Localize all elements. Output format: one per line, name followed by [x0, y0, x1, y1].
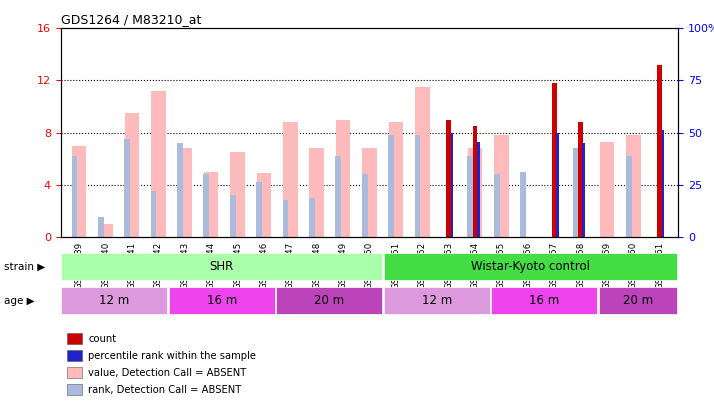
- Bar: [67, 367, 82, 378]
- Text: Wistar-Kyoto control: Wistar-Kyoto control: [471, 260, 590, 273]
- Bar: [61, 287, 167, 314]
- Bar: [468, 148, 483, 237]
- Bar: [276, 287, 382, 314]
- Bar: [151, 91, 166, 237]
- Bar: [336, 119, 351, 237]
- Text: strain ▶: strain ▶: [4, 262, 45, 271]
- Bar: [626, 135, 640, 237]
- Bar: [578, 122, 583, 237]
- Text: 16 m: 16 m: [529, 294, 559, 307]
- Text: percentile rank within the sample: percentile rank within the sample: [89, 351, 256, 361]
- Text: 12 m: 12 m: [99, 294, 129, 307]
- Bar: [151, 191, 156, 237]
- Bar: [204, 172, 218, 237]
- Bar: [256, 173, 271, 237]
- Bar: [256, 182, 262, 237]
- Bar: [468, 156, 473, 237]
- Bar: [521, 172, 526, 237]
- Text: rank, Detection Call = ABSENT: rank, Detection Call = ABSENT: [89, 385, 242, 394]
- Bar: [415, 135, 421, 237]
- Bar: [415, 87, 430, 237]
- Text: SHR: SHR: [210, 260, 234, 273]
- Bar: [178, 148, 192, 237]
- Bar: [203, 175, 209, 237]
- Bar: [625, 156, 632, 237]
- Bar: [231, 152, 245, 237]
- Bar: [67, 350, 82, 361]
- Bar: [383, 253, 678, 280]
- Bar: [583, 143, 585, 237]
- Bar: [491, 287, 597, 314]
- Bar: [177, 143, 183, 237]
- Text: count: count: [89, 334, 116, 344]
- Bar: [477, 142, 480, 237]
- Text: 20 m: 20 m: [623, 294, 653, 307]
- Bar: [283, 200, 288, 237]
- Text: age ▶: age ▶: [4, 296, 34, 306]
- Bar: [309, 148, 324, 237]
- Bar: [598, 287, 678, 314]
- Bar: [494, 135, 508, 237]
- Bar: [600, 142, 614, 237]
- Bar: [556, 133, 559, 237]
- Bar: [125, 113, 139, 237]
- Bar: [383, 287, 490, 314]
- Bar: [494, 175, 500, 237]
- Bar: [662, 130, 664, 237]
- Text: 20 m: 20 m: [314, 294, 344, 307]
- Bar: [658, 65, 662, 237]
- Text: value, Detection Call = ABSENT: value, Detection Call = ABSENT: [89, 368, 247, 378]
- Bar: [336, 156, 341, 237]
- Bar: [552, 83, 557, 237]
- Bar: [67, 384, 82, 395]
- Bar: [169, 287, 275, 314]
- Bar: [99, 224, 113, 237]
- Bar: [362, 148, 377, 237]
- Text: 16 m: 16 m: [206, 294, 237, 307]
- Bar: [72, 146, 86, 237]
- Bar: [283, 122, 298, 237]
- Bar: [451, 133, 453, 237]
- Bar: [573, 148, 579, 237]
- Bar: [446, 119, 451, 237]
- Bar: [67, 333, 82, 344]
- Bar: [388, 122, 403, 237]
- Bar: [71, 156, 77, 237]
- Bar: [309, 198, 315, 237]
- Bar: [230, 195, 236, 237]
- Bar: [98, 217, 104, 237]
- Bar: [61, 253, 382, 280]
- Bar: [124, 139, 130, 237]
- Bar: [388, 135, 394, 237]
- Bar: [362, 175, 368, 237]
- Text: 12 m: 12 m: [421, 294, 452, 307]
- Bar: [473, 126, 478, 237]
- Text: GDS1264 / M83210_at: GDS1264 / M83210_at: [61, 13, 201, 26]
